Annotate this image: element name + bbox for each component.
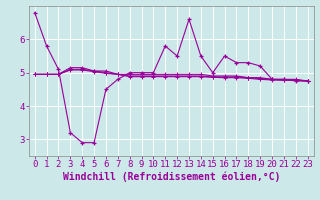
X-axis label: Windchill (Refroidissement éolien,°C): Windchill (Refroidissement éolien,°C) bbox=[62, 172, 280, 182]
